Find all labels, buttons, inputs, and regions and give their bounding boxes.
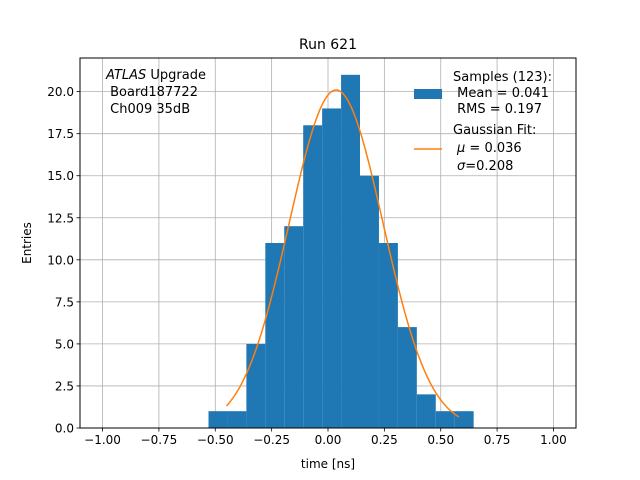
y-tick-label: 12.5 bbox=[47, 211, 74, 225]
x-axis-ticks: −1.00 −0.75 −0.50 −0.25 0.00 0.25 0.50 0.75 1.00 bbox=[84, 428, 567, 447]
histogram-bar bbox=[416, 394, 436, 428]
legend-sigma-symbol: σ bbox=[457, 159, 466, 174]
y-axis-label: Entries bbox=[20, 222, 34, 264]
y-axis-ticks: 0.0 2.5 5.0 7.5 10.0 12.5 15.0 17.5 20.0 bbox=[47, 85, 80, 436]
legend-sigma-value: =0.208 bbox=[465, 159, 513, 174]
legend-samples-line-1: Samples (123): bbox=[453, 70, 552, 85]
annotation-line-1: ATLAS Upgrade bbox=[105, 68, 206, 83]
x-tick-label: −0.25 bbox=[253, 433, 290, 447]
y-tick-label: 20.0 bbox=[47, 85, 74, 99]
histogram-bars bbox=[208, 74, 474, 429]
y-tick-label: 15.0 bbox=[47, 169, 74, 183]
annotation-channel: Ch009 35dB bbox=[106, 102, 190, 117]
y-tick-label: 10.0 bbox=[47, 253, 74, 267]
x-tick-label: 0.50 bbox=[427, 433, 454, 447]
legend: Samples (123): Mean = 0.041 RMS = 0.197 … bbox=[414, 70, 552, 174]
histogram-bar bbox=[303, 125, 323, 428]
annotation-board: Board187722 bbox=[106, 85, 198, 100]
legend-fit-line-1: Gaussian Fit: bbox=[453, 123, 536, 138]
legend-mu-symbol: μ bbox=[456, 141, 465, 156]
chart-title: Run 621 bbox=[299, 37, 357, 53]
x-tick-label: 0.00 bbox=[315, 433, 342, 447]
y-tick-label: 2.5 bbox=[55, 379, 74, 393]
histogram-bar bbox=[360, 175, 379, 428]
annotation-experiment-suffix: Upgrade bbox=[146, 68, 206, 83]
y-tick-label: 17.5 bbox=[47, 127, 74, 141]
x-tick-label: −1.00 bbox=[84, 433, 121, 447]
x-tick-label: −0.50 bbox=[197, 433, 234, 447]
x-axis-label: time [ns] bbox=[301, 457, 355, 471]
legend-fit-sigma: σ=0.208 bbox=[457, 159, 513, 174]
histogram-bar bbox=[227, 411, 247, 428]
histogram-bar bbox=[397, 327, 417, 428]
y-tick-label: 7.5 bbox=[55, 295, 74, 309]
histogram-bar bbox=[246, 343, 266, 428]
legend-samples-patch bbox=[414, 89, 442, 99]
x-tick-label: 0.25 bbox=[371, 433, 398, 447]
legend-samples-line-2: Mean = 0.041 bbox=[453, 86, 549, 101]
histogram-bar bbox=[341, 74, 361, 429]
legend-samples-line-3: RMS = 0.197 bbox=[453, 102, 542, 117]
histogram-bar bbox=[284, 226, 304, 428]
legend-mu-value: = 0.036 bbox=[465, 141, 521, 156]
legend-fit-mu: μ = 0.036 bbox=[456, 141, 522, 156]
annotation-box: ATLAS Upgrade Board187722 Ch009 35dB bbox=[105, 68, 206, 117]
y-tick-label: 0.0 bbox=[55, 422, 74, 436]
y-tick-label: 5.0 bbox=[55, 337, 74, 351]
x-tick-label: 0.75 bbox=[484, 433, 511, 447]
histogram-bar bbox=[322, 108, 342, 429]
gaussian-fit bbox=[225, 89, 460, 418]
x-tick-label: −0.75 bbox=[141, 433, 178, 447]
gaussian-fit-curve bbox=[225, 89, 460, 418]
x-tick-label: 1.00 bbox=[540, 433, 567, 447]
annotation-experiment: ATLAS bbox=[105, 68, 146, 83]
histogram-bar bbox=[265, 243, 285, 428]
histogram-bar bbox=[208, 411, 228, 428]
histogram-bar bbox=[435, 411, 455, 428]
histogram-bar bbox=[378, 243, 398, 428]
histogram-bar bbox=[454, 411, 474, 428]
